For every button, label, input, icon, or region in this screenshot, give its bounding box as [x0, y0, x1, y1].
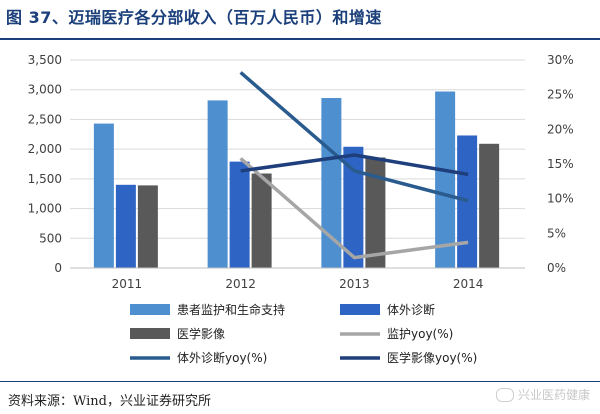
bar	[229, 161, 250, 268]
y-tick-label-right: 25%	[547, 88, 574, 102]
source-note: 资料来源：Wind，兴业证券研究所	[8, 394, 211, 409]
legend-label: 监护yoy(%)	[387, 327, 453, 341]
chart: 2011 2012 2013 2014 0 500 1,000 1,500 2,000 2,50…	[28, 53, 574, 365]
legend-label: 医学影像yoy(%)	[387, 350, 477, 365]
y-tick-label-right: 0%	[547, 261, 566, 275]
series-line	[239, 71, 469, 203]
legend-swatch	[130, 328, 170, 339]
y-tick-label-left: 0	[54, 261, 62, 275]
y-tick-label-left: 2,000	[28, 142, 62, 156]
bottom-rule	[0, 381, 600, 382]
y-tick-label-left: 500	[39, 231, 62, 245]
series-lines	[239, 71, 469, 260]
title-rule	[0, 38, 600, 40]
legend-label: 患者监护和生命支持	[177, 302, 285, 317]
legend-label: 医学影像	[177, 326, 225, 341]
bar	[435, 91, 456, 268]
watermark: 兴业医药健康	[495, 386, 590, 403]
legend-label: 体外诊断	[387, 302, 435, 317]
wechat-icon	[495, 387, 514, 402]
y-axis-left: 0 500 1,000 1,500 2,000 2,500 3,000 3,500	[28, 53, 62, 275]
bar	[207, 100, 228, 268]
series-line	[239, 157, 469, 260]
bar	[251, 173, 272, 268]
series-line	[240, 153, 469, 177]
x-tick-label: 2012	[225, 277, 256, 291]
y-tick-label-left: 3,500	[28, 53, 62, 67]
bar	[137, 185, 158, 268]
legend-swatch	[130, 304, 170, 315]
bars	[93, 91, 500, 269]
y-tick-label-right: 20%	[547, 122, 574, 136]
y-tick-label-right: 5%	[547, 226, 566, 240]
x-axis: 2011 2012 2013 2014	[70, 267, 525, 291]
bar	[93, 123, 114, 269]
y-tick-label-left: 3,000	[28, 83, 62, 97]
x-tick-label: 2014	[453, 277, 484, 291]
watermark-text: 兴业医药健康	[517, 388, 590, 402]
bar	[479, 143, 500, 268]
y-tick-label-right: 10%	[547, 192, 574, 206]
bar	[343, 146, 364, 268]
legend-swatch	[340, 304, 380, 315]
x-tick-label: 2011	[112, 277, 143, 291]
y-tick-label-left: 1,500	[28, 172, 62, 186]
y-tick-label-left: 1,000	[28, 202, 62, 216]
y-tick-label-right: 30%	[547, 53, 574, 67]
legend-label: 体外诊断yoy(%)	[177, 350, 267, 365]
y-tick-label-left: 2,500	[28, 112, 62, 126]
bar	[365, 157, 386, 268]
y-axis-right: 0% 5% 10% 15% 20% 25% 30%	[547, 53, 574, 275]
figure-title: 图 37、迈瑞医疗各分部收入（百万人民币）和增速	[6, 8, 382, 27]
x-tick-label: 2013	[339, 277, 370, 291]
bar	[321, 98, 342, 268]
y-tick-label-right: 15%	[547, 157, 574, 171]
bar	[115, 184, 136, 268]
